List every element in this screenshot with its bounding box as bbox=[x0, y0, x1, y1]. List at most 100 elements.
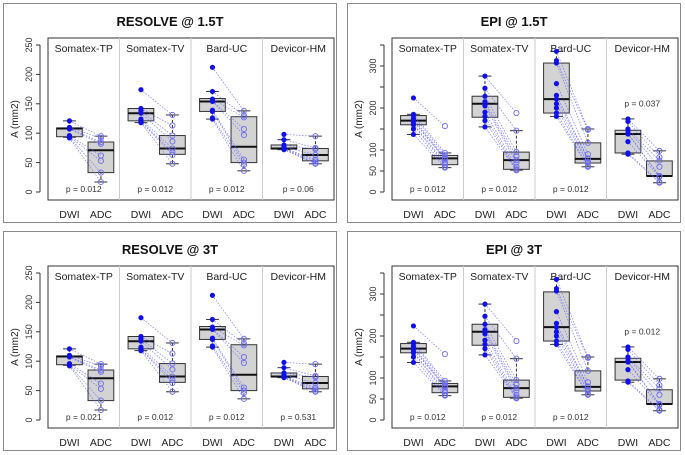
panel-resolve-3t: RESOLVE @ 3T 0 50 100 150 200 250 A (mm2) Somat… bbox=[3, 231, 337, 451]
pair-line bbox=[140, 122, 173, 164]
pair-line bbox=[140, 317, 173, 344]
p-value-label: p = 0.012 bbox=[209, 412, 245, 422]
dwi-point bbox=[209, 98, 216, 105]
adc-point bbox=[240, 340, 247, 347]
dwi-point bbox=[482, 118, 488, 124]
pair-line bbox=[484, 105, 517, 163]
x-tick-label: ADC bbox=[233, 437, 256, 449]
y-tick-label: 200 bbox=[24, 295, 34, 310]
x-tick-label: DWI bbox=[475, 437, 495, 449]
facet-label: Somatex-TP bbox=[55, 271, 113, 283]
dwi-point bbox=[482, 337, 488, 343]
pair-line bbox=[484, 348, 517, 399]
box-adc bbox=[230, 344, 258, 392]
pair-line bbox=[484, 344, 517, 398]
adc-point bbox=[169, 111, 176, 119]
adc-point bbox=[169, 339, 176, 347]
pair-line bbox=[556, 288, 589, 358]
y-tick-label: 200 bbox=[24, 67, 34, 82]
dwi-point bbox=[553, 105, 560, 111]
dwi-point bbox=[625, 131, 631, 137]
x-tick-label: DWI bbox=[403, 209, 423, 221]
pair-line bbox=[556, 290, 589, 371]
adc-point bbox=[513, 381, 520, 388]
facet-label: Somatex-TV bbox=[126, 43, 184, 55]
pair-line bbox=[556, 83, 589, 155]
y-tick-label: 100 bbox=[368, 142, 378, 157]
p-value-label: p = 0.531 bbox=[280, 412, 316, 422]
y-axis-label: A (mm2) bbox=[10, 100, 21, 138]
pair-line bbox=[283, 376, 316, 390]
pair-line bbox=[69, 354, 102, 367]
adc-point bbox=[584, 367, 591, 374]
adc-point bbox=[312, 158, 319, 165]
dwi-point bbox=[410, 323, 417, 329]
boxplot-epi-3t: 0 50 100 200 300 A (mm2) Somatex-TP p = 0.012 DW… bbox=[354, 265, 679, 449]
pair-line bbox=[413, 348, 446, 387]
adc-point bbox=[240, 114, 247, 121]
x-tick-label: DWI bbox=[274, 437, 294, 449]
p-value-label: p = 0.012 bbox=[553, 412, 589, 422]
dwi-point bbox=[482, 113, 488, 119]
adc-point bbox=[240, 161, 247, 169]
pair-line bbox=[140, 89, 173, 116]
adc-point bbox=[169, 138, 176, 145]
dwi-point bbox=[410, 126, 417, 132]
adc-point bbox=[441, 161, 448, 168]
adc-point bbox=[240, 342, 247, 349]
dwi-point bbox=[482, 301, 488, 307]
panel-title: RESOLVE @ 1.5T bbox=[116, 14, 224, 29]
adc-point bbox=[513, 377, 520, 384]
panel-resolve-1-5t: RESOLVE @ 1.5T 0 50 100 150 200 250 A (mm2) Som… bbox=[3, 3, 337, 223]
pair-line bbox=[484, 303, 517, 342]
adc-point bbox=[312, 160, 319, 167]
pair-line bbox=[212, 98, 245, 118]
pair-line bbox=[140, 348, 173, 381]
dwi-point bbox=[209, 88, 216, 95]
adc-point bbox=[513, 387, 520, 394]
dwi-point bbox=[482, 73, 488, 79]
dwi-point bbox=[410, 95, 417, 101]
pair-line bbox=[627, 153, 660, 184]
x-tick-label: DWI bbox=[131, 437, 151, 449]
adc-point bbox=[441, 123, 448, 130]
x-tick-label: ADC bbox=[577, 437, 600, 449]
y-tick-label: 100 bbox=[24, 126, 34, 141]
dwi-point bbox=[482, 352, 488, 358]
dwi-point bbox=[482, 341, 488, 347]
pair-line bbox=[413, 325, 446, 355]
adc-point bbox=[240, 131, 247, 139]
dwi-point bbox=[66, 346, 73, 352]
adc-point bbox=[584, 383, 591, 390]
x-tick-label: DWI bbox=[59, 209, 79, 221]
p-value-label: p = 0.037 bbox=[624, 99, 660, 109]
pair-line bbox=[283, 144, 316, 150]
adc-point bbox=[97, 133, 104, 140]
dwi-point bbox=[482, 93, 488, 99]
dwi-point bbox=[66, 135, 73, 141]
facet-label: Bard-UC bbox=[206, 43, 247, 55]
pair-line bbox=[140, 110, 173, 136]
pair-line bbox=[212, 117, 245, 166]
x-tick-label: DWI bbox=[618, 209, 638, 221]
pair-line bbox=[627, 381, 660, 412]
pair-line bbox=[413, 128, 446, 168]
y-tick-label: 150 bbox=[24, 96, 34, 111]
pair-line bbox=[283, 375, 316, 388]
pair-line bbox=[556, 103, 589, 162]
dwi-point bbox=[553, 96, 560, 102]
adc-point bbox=[584, 391, 591, 398]
pair-line bbox=[484, 126, 517, 171]
pair-line bbox=[413, 97, 446, 127]
adc-point bbox=[656, 391, 663, 398]
adc-point bbox=[513, 157, 520, 164]
x-tick-label: DWI bbox=[546, 209, 566, 221]
facet-label: Devicor-HM bbox=[615, 271, 670, 283]
pair-line bbox=[413, 342, 446, 382]
adc-point bbox=[169, 148, 176, 156]
pair-line bbox=[140, 120, 173, 153]
adc-point bbox=[312, 146, 319, 153]
adc-point bbox=[240, 359, 247, 367]
y-tick-label: 250 bbox=[24, 37, 34, 52]
pair-line bbox=[413, 346, 446, 386]
